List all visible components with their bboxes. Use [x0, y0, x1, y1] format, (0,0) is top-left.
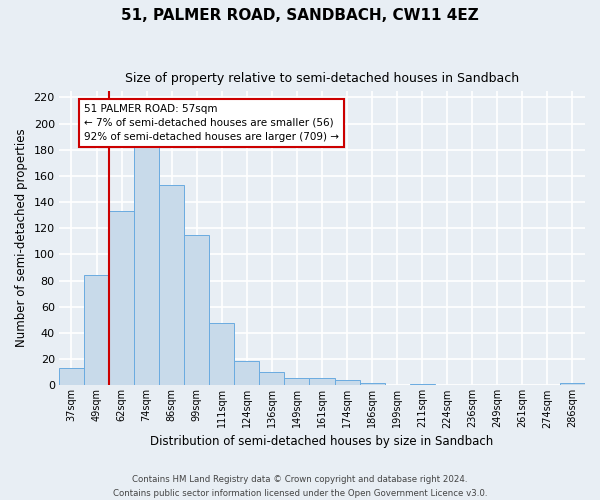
- Title: Size of property relative to semi-detached houses in Sandbach: Size of property relative to semi-detach…: [125, 72, 519, 86]
- Bar: [109, 212, 134, 386]
- Bar: [335, 380, 359, 386]
- Bar: [410, 384, 435, 386]
- Bar: [235, 360, 259, 386]
- Text: 51, PALMER ROAD, SANDBACH, CW11 4EZ: 51, PALMER ROAD, SANDBACH, CW11 4EZ: [121, 8, 479, 22]
- Bar: [209, 322, 235, 386]
- Bar: [284, 378, 310, 386]
- Bar: [359, 383, 385, 386]
- X-axis label: Distribution of semi-detached houses by size in Sandbach: Distribution of semi-detached houses by …: [151, 434, 494, 448]
- Bar: [84, 276, 109, 386]
- Bar: [259, 372, 284, 386]
- Y-axis label: Number of semi-detached properties: Number of semi-detached properties: [15, 129, 28, 348]
- Bar: [184, 235, 209, 386]
- Bar: [310, 378, 335, 386]
- Bar: [560, 383, 585, 386]
- Bar: [134, 146, 159, 386]
- Text: 51 PALMER ROAD: 57sqm
← 7% of semi-detached houses are smaller (56)
92% of semi-: 51 PALMER ROAD: 57sqm ← 7% of semi-detac…: [84, 104, 339, 142]
- Text: Contains HM Land Registry data © Crown copyright and database right 2024.
Contai: Contains HM Land Registry data © Crown c…: [113, 476, 487, 498]
- Bar: [159, 185, 184, 386]
- Bar: [59, 368, 84, 386]
